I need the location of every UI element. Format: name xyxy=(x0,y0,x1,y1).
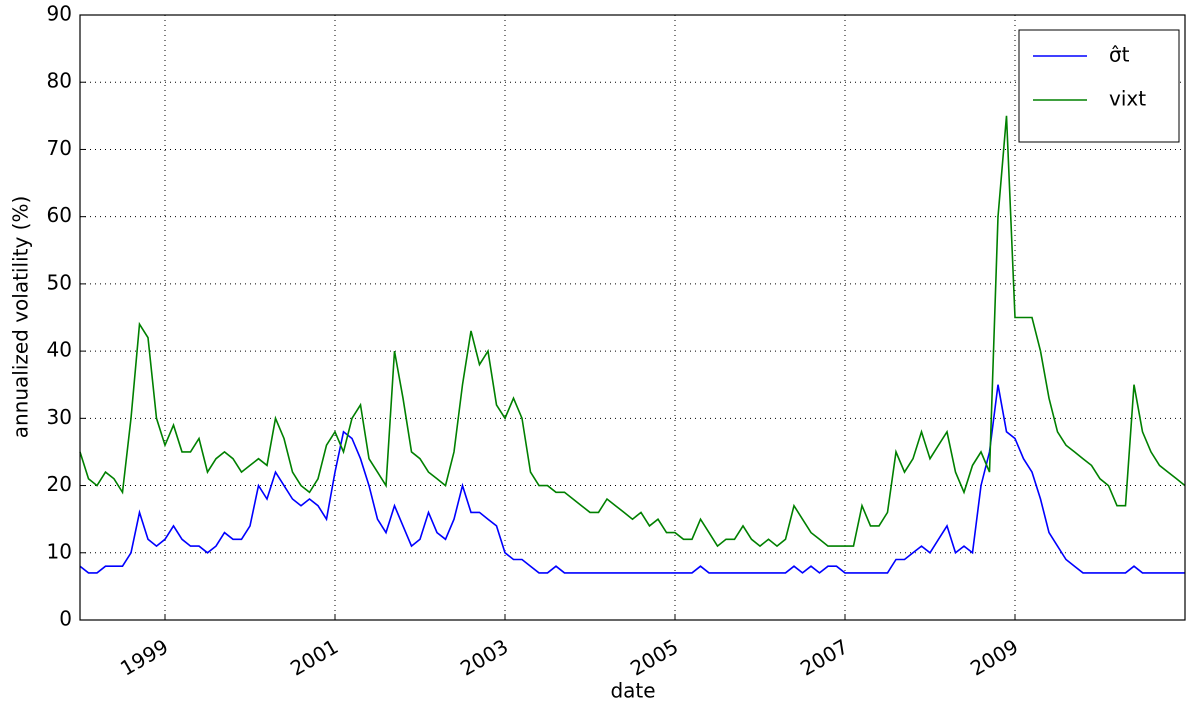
y-tick-label: 20 xyxy=(47,472,72,496)
x-axis-label: date xyxy=(610,679,655,703)
y-tick-label: 0 xyxy=(59,607,72,631)
plot-frame xyxy=(79,14,1186,621)
y-tick-label: 80 xyxy=(47,69,72,93)
y-tick-label: 10 xyxy=(47,539,72,563)
legend-label: vixt xyxy=(1109,87,1146,111)
line-series xyxy=(79,115,1186,548)
x-tick-label: 2005 xyxy=(626,634,682,680)
y-tick-label: 30 xyxy=(47,405,72,429)
legend-label: σ̂t xyxy=(1109,43,1130,67)
x-tick-label: 1999 xyxy=(116,634,172,680)
line-series xyxy=(79,384,1185,574)
y-tick-label: 70 xyxy=(47,136,72,160)
x-tick-label: 2003 xyxy=(456,634,512,680)
y-tick-label: 90 xyxy=(47,2,72,26)
y-tick-label: 40 xyxy=(47,338,72,362)
x-tick-label: 2001 xyxy=(286,634,342,680)
x-tick-label: 2007 xyxy=(796,634,852,680)
y-tick-label: 50 xyxy=(47,270,72,294)
y-tick-label: 60 xyxy=(47,203,72,227)
legend-box xyxy=(1018,29,1180,143)
x-tick-label: 2009 xyxy=(966,634,1022,680)
y-axis-label: annualized volatility (%) xyxy=(9,196,33,439)
